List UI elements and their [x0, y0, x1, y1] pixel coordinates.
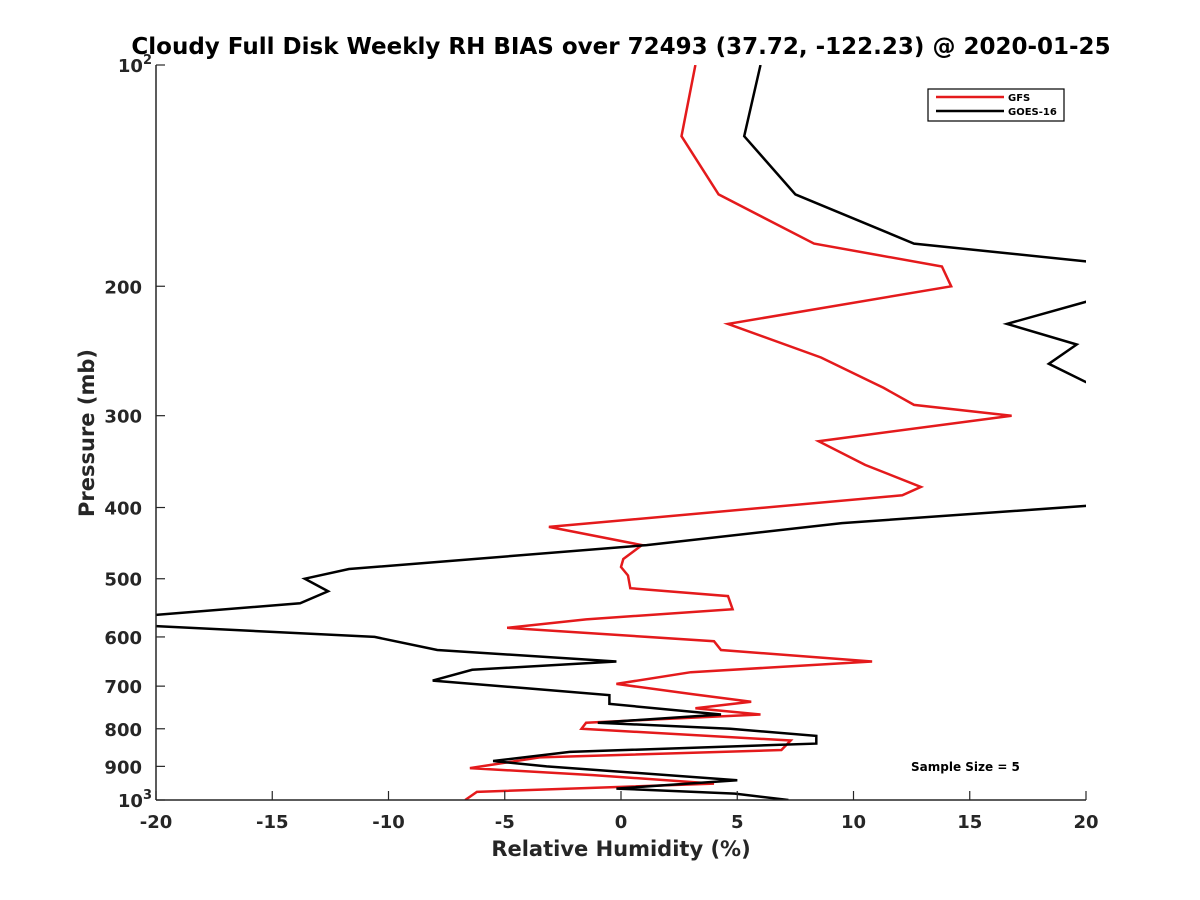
legend: GFS GOES-16 [927, 88, 1065, 122]
y-axis-label: Pressure (mb) [75, 349, 99, 517]
x-tick-label: 20 [1073, 812, 1098, 833]
y-tick-label: 102 [118, 53, 152, 77]
y-tick-label: 700 [104, 677, 142, 698]
x-tick-label: 5 [731, 812, 744, 833]
series-line-gfs [464, 65, 1012, 800]
x-tick-label: 15 [957, 812, 982, 833]
y-tick-label: 200 [104, 277, 142, 298]
sample-size-annotation: Sample Size = 5 [911, 760, 1020, 774]
y-tick-label: 800 [104, 720, 142, 741]
x-tick-label: -20 [140, 812, 173, 833]
y-tick-label: 900 [104, 757, 142, 778]
x-tick-label: -5 [495, 812, 515, 833]
y-tick-label: 600 [104, 628, 142, 649]
series-layer [156, 65, 1086, 800]
y-tick-label: 300 [104, 407, 142, 428]
legend-box [927, 88, 1065, 122]
legend-label-gfs: GFS [1008, 93, 1030, 104]
y-tick-label: 500 [104, 570, 142, 591]
y-tick-label: 400 [104, 499, 142, 520]
chart-title: Cloudy Full Disk Weekly RH BIAS over 724… [131, 34, 1110, 60]
series-line-goes16 [156, 65, 1086, 800]
x-tick-label: -15 [256, 812, 289, 833]
y-tick-label: 103 [118, 788, 152, 812]
x-axis-ticks: -20 -15 -10 -5 0 5 10 15 20 [140, 791, 1099, 833]
x-tick-label: 0 [615, 812, 628, 833]
x-axis-label: Relative Humidity (%) [491, 837, 750, 861]
x-tick-label: -10 [372, 812, 405, 833]
y-axis-ticks: 102 200 300 400 500 600 700 800 900 103 [104, 53, 165, 812]
plot-area [155, 65, 1086, 801]
x-tick-label: 10 [841, 812, 866, 833]
legend-label-goes16: GOES-16 [1008, 107, 1057, 118]
